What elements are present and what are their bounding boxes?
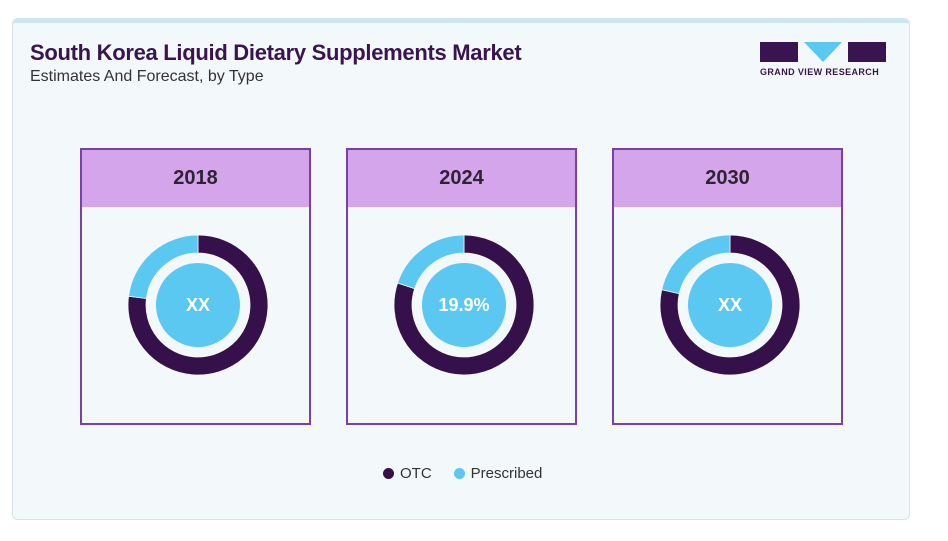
donut-panel-2: 2030 XX	[612, 148, 843, 425]
donut-center-label: 19.9%	[438, 295, 489, 315]
donut-slice-prescribed	[128, 234, 199, 299]
panel-year: 2018	[82, 150, 309, 207]
donut-center-circle	[156, 263, 240, 347]
donut-slice-otc	[393, 234, 535, 376]
legend: OTC Prescribed	[383, 465, 542, 482]
donut-center-label: XX	[186, 295, 210, 315]
donut-chart: XX	[127, 234, 269, 376]
panel-year: 2030	[614, 150, 841, 207]
logo-text: GRAND VIEW RESEARCH	[760, 67, 880, 77]
donut-panel-1: 2024 19.9%	[346, 148, 577, 425]
donut-center-circle	[688, 263, 772, 347]
donut-slice-prescribed	[397, 234, 465, 290]
donut-panel-0: 2018 XX	[80, 148, 311, 425]
grand-view-research-logo	[760, 42, 886, 62]
donut-chart: 19.9%	[393, 234, 535, 376]
chart-subtitle: Estimates And Forecast, by Type	[30, 68, 264, 85]
donut-center-label: XX	[718, 295, 742, 315]
legend-prescribed-label: Prescribed	[470, 465, 543, 482]
panel-year: 2024	[348, 150, 575, 207]
legend-otc-label: OTC	[400, 465, 432, 482]
donut-slice-otc	[659, 234, 801, 376]
donut-center-circle	[422, 263, 506, 347]
legend-prescribed-swatch	[453, 468, 465, 479]
donut-slice-prescribed	[661, 234, 731, 295]
donut-chart: XX	[659, 234, 801, 376]
chart-title: South Korea Liquid Dietary Supplements M…	[30, 40, 522, 65]
legend-otc-swatch	[383, 468, 394, 479]
donut-slice-otc	[127, 234, 269, 376]
